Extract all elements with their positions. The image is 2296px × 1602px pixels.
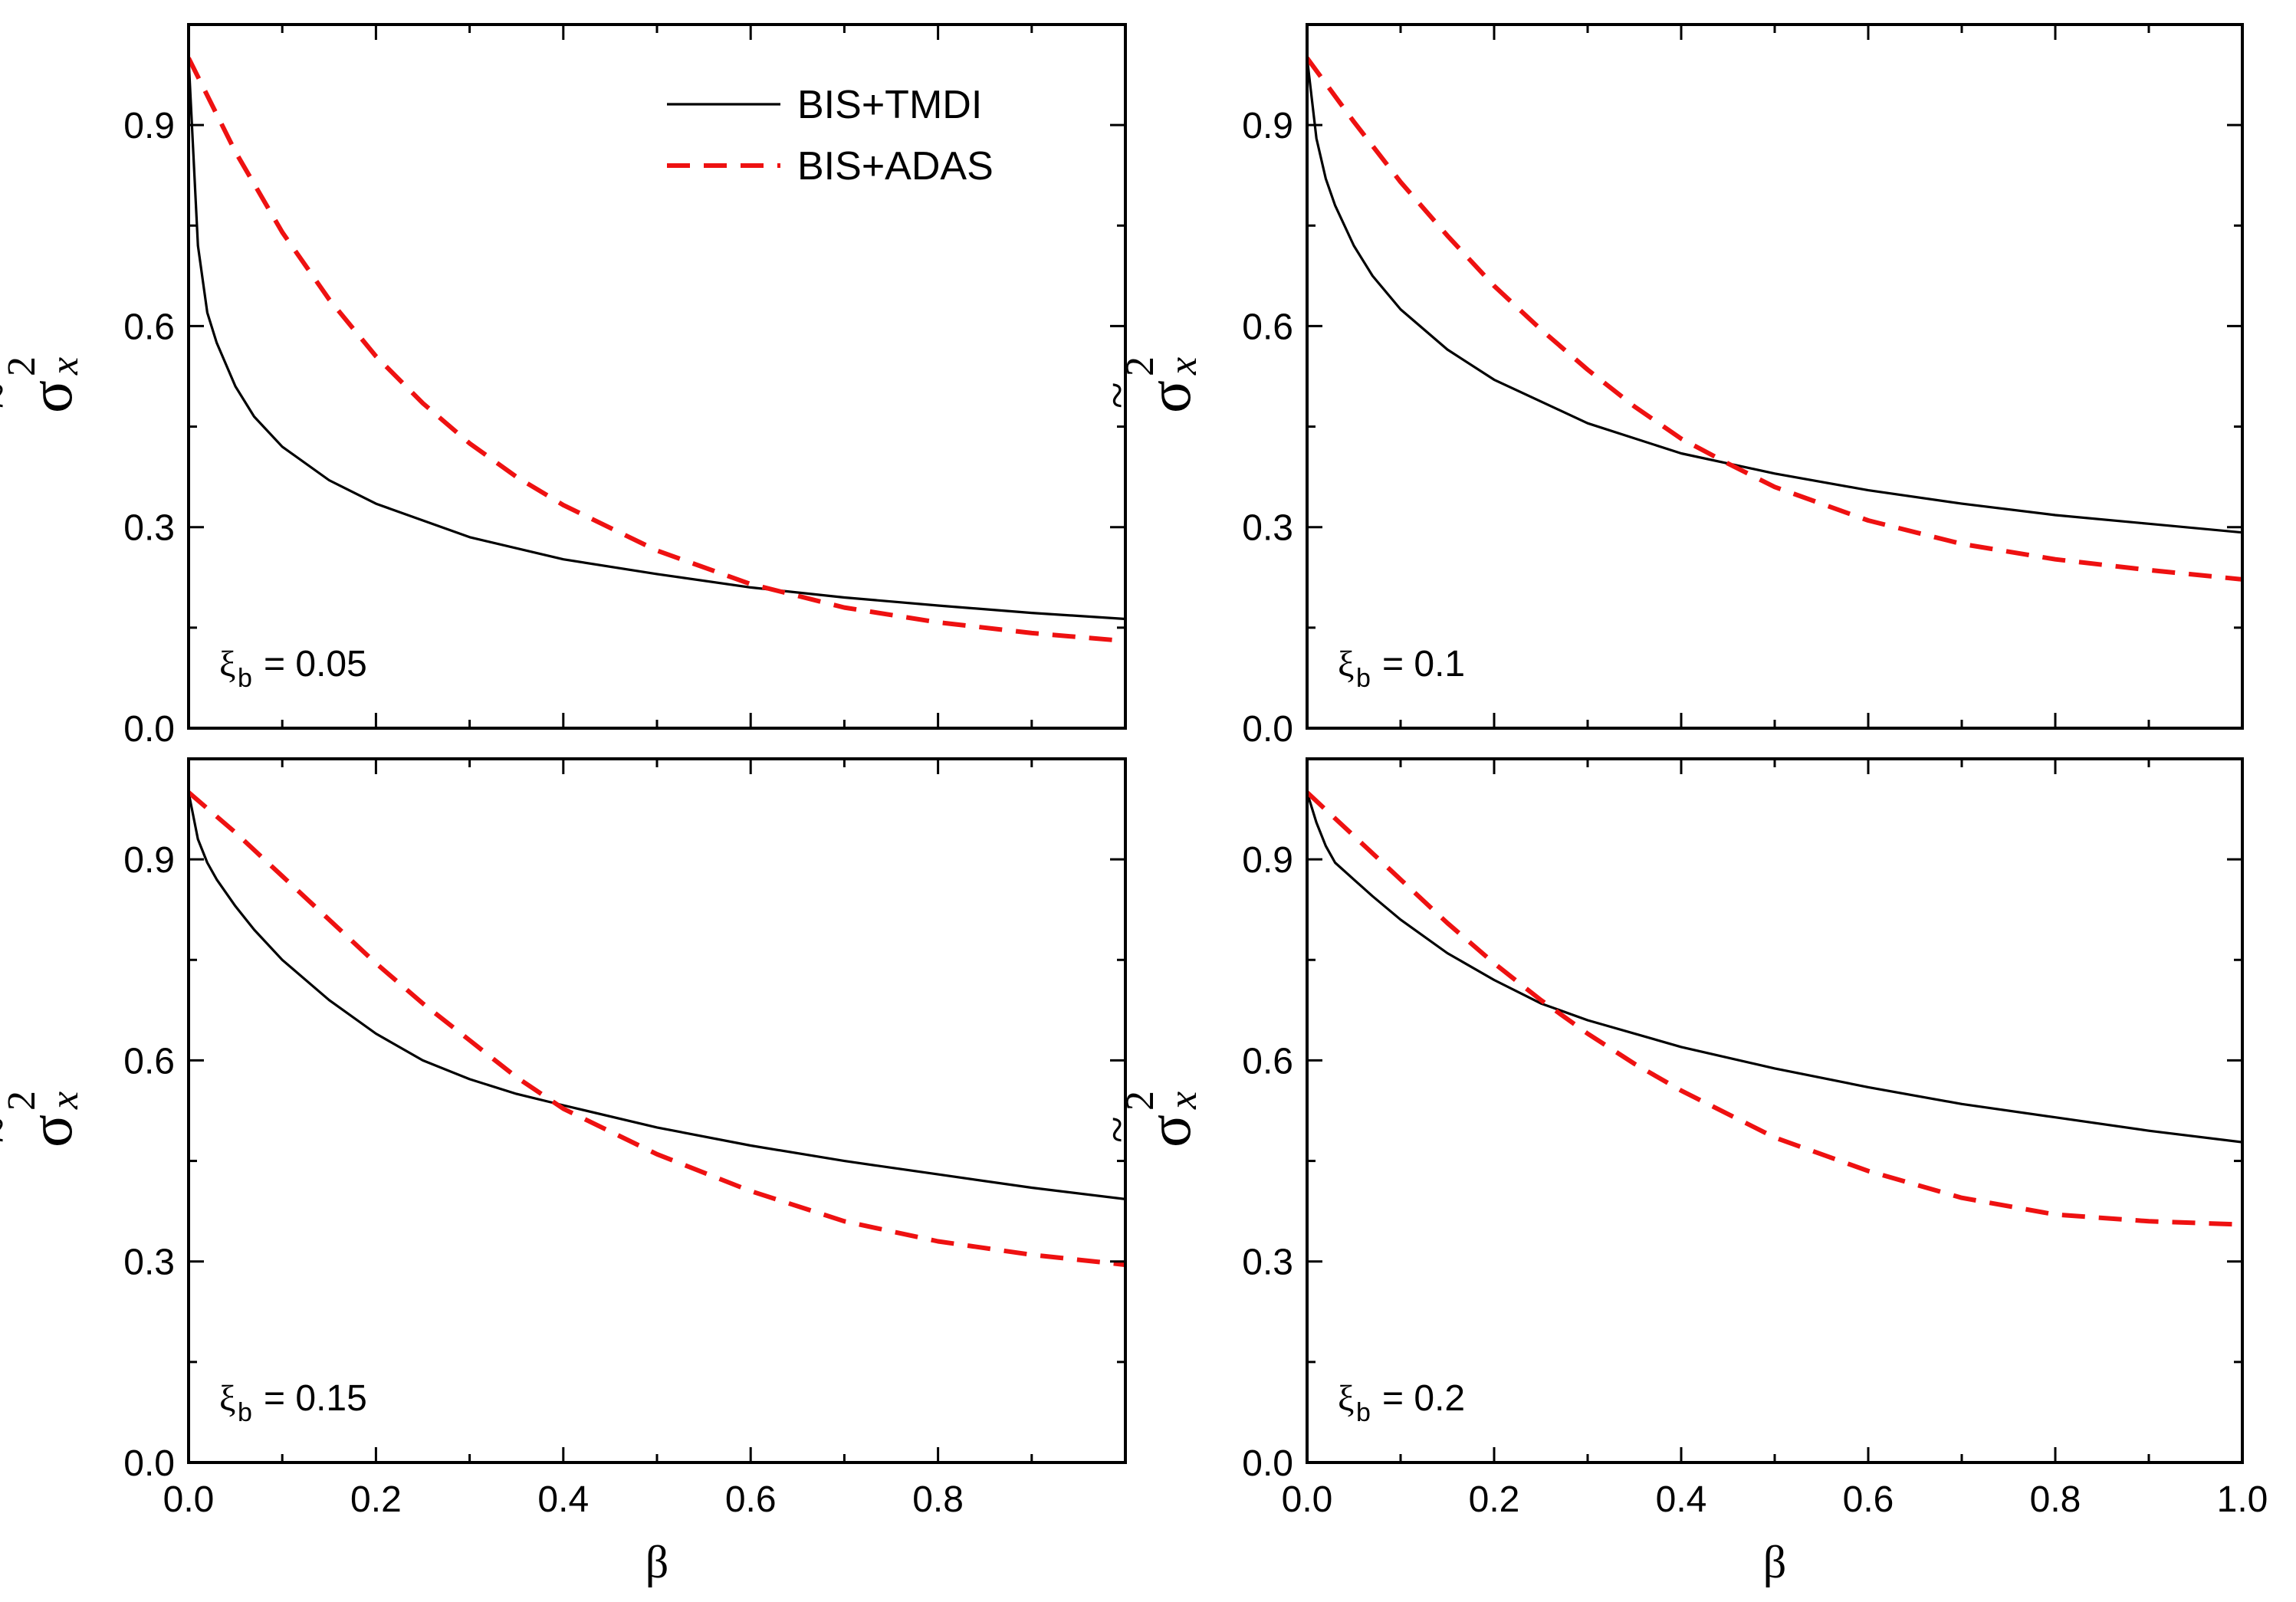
annotation-symbol: ξ	[1338, 644, 1354, 684]
plot-frame	[187, 757, 1127, 1464]
plot-frame	[187, 23, 1127, 730]
y-axis-label-sup: 2	[1118, 1091, 1162, 1111]
annotation-symbol: ξ	[1338, 1378, 1354, 1419]
annotation-subscript: b	[238, 1398, 252, 1427]
x-tick-label: 0.8	[2030, 1479, 2081, 1520]
legend-label: BIS+TMDI	[797, 83, 982, 127]
y-axis-label-sup: 2	[0, 356, 44, 376]
legend: BIS+TMDI BIS+ADAS	[667, 83, 994, 189]
y-axis-label-sup: 2	[1118, 356, 1162, 376]
x-tick-label: 0.0	[1282, 1479, 1333, 1520]
y-axis-label-tilde: ~	[1089, 382, 1144, 409]
y-tick-label: 0.0	[1242, 1443, 1293, 1484]
y-tick-label: 0.9	[123, 840, 175, 881]
series-line-bis-adas	[189, 790, 1125, 1268]
annotation-subscript: b	[238, 664, 252, 693]
y-axis-label-sub: x	[43, 357, 87, 376]
annotation-value: = 0.1	[1382, 644, 1465, 684]
panel-annotation: ξ b = 0.15	[219, 1378, 367, 1427]
y-axis-label-tilde: ~	[1089, 1116, 1144, 1143]
y-axis-label-symbol: σ	[18, 380, 85, 413]
y-axis-label-symbol: σ	[18, 1115, 85, 1147]
y-tick-label: 0.0	[123, 1443, 175, 1484]
y-tick-label: 0.6	[1242, 1041, 1293, 1082]
series-line-bis-tmdi	[189, 57, 1125, 621]
x-tick-label: 0.6	[1843, 1479, 1894, 1520]
y-tick-label: 0.6	[123, 307, 175, 347]
x-tick-label: 0.4	[1656, 1479, 1707, 1520]
annotation-value: = 0.15	[264, 1378, 367, 1419]
annotation-symbol: ξ	[219, 644, 235, 684]
chart-panel-3: 0.0 0.3 0.6 0.9 0.0 0.2 0.4 0.6 0.8 β ~σ 2x ξb = 0.15	[0, 757, 1127, 1587]
panel-annotation: ξ b = 0.05	[219, 644, 367, 693]
y-tick-label: 0.9	[1242, 106, 1293, 146]
x-tick-label: 0.0	[163, 1479, 215, 1520]
x-tick-label: 0.4	[537, 1479, 589, 1520]
plot-frame	[1306, 23, 2244, 730]
y-tick-label: 0.3	[1242, 508, 1293, 549]
x-tick-label: 1.0	[2217, 1479, 2268, 1520]
y-tick-label: 0.9	[123, 106, 175, 146]
annotation-subscript: b	[1356, 1398, 1371, 1427]
y-tick-label: 0.3	[123, 1243, 175, 1283]
y-tick-label: 0.0	[123, 709, 175, 750]
y-tick-label: 0.3	[123, 508, 175, 549]
panel-annotation: ξ b = 0.1	[1338, 644, 1465, 693]
panel-annotation: ξ b = 0.2	[1338, 1378, 1465, 1427]
y-axis-label-tilde: ~	[0, 382, 25, 409]
chart-panel-4: 0.0 0.3 0.6 0.9 0.0 0.2 0.4 0.6 0.8 1.0 β ~σ 2 x ξ b = 0…	[1089, 757, 2268, 1587]
x-tick-label: 0.8	[912, 1479, 964, 1520]
y-axis-label-symbol: σ	[1136, 380, 1204, 413]
annotation-value: = 0.2	[1382, 1378, 1465, 1419]
y-tick-label: 0.6	[1242, 307, 1293, 347]
y-axis-label-sup: 2	[0, 1091, 44, 1111]
series-line-bis-tmdi	[189, 792, 1125, 1200]
x-axis-label: β	[1763, 1537, 1787, 1587]
x-tick-label: 0.6	[725, 1479, 777, 1520]
y-tick-label: 0.0	[1242, 709, 1293, 750]
y-tick-label: 0.9	[1242, 840, 1293, 881]
y-axis-label-sub: x	[1161, 357, 1205, 376]
annotation-symbol: ξ	[219, 1378, 235, 1419]
x-tick-label: 0.2	[1469, 1479, 1520, 1520]
y-axis-label: ~σ 2x	[0, 356, 87, 413]
y-tick-label: 0.3	[1242, 1243, 1293, 1283]
series-line-bis-tmdi	[1307, 792, 2242, 1144]
annotation-value: = 0.05	[264, 644, 367, 684]
y-tick-label: 0.6	[123, 1041, 175, 1082]
annotation-subscript: b	[1356, 664, 1371, 693]
chart-panel-1: 0.0 0.3 0.6 0.9 ~σ 2x ξb = 0.05	[0, 23, 1127, 750]
chart-panel-2: 0.0 0.3 0.6 0.9 ~σ 2 x ξ b = 0.1	[1089, 23, 2244, 750]
legend-label: BIS+ADAS	[797, 144, 994, 189]
series-line-bis-adas	[1307, 790, 2242, 1227]
y-axis-label-sub: x	[1161, 1092, 1205, 1110]
y-axis-label-tilde: ~	[0, 1116, 25, 1143]
x-tick-label: 0.2	[350, 1479, 402, 1520]
series-line-bis-adas	[1307, 56, 2242, 582]
series-line-bis-tmdi	[1307, 57, 2242, 534]
plot-frame	[1306, 757, 2244, 1464]
series-line-bis-adas	[189, 57, 1125, 644]
y-axis-label: ~σ 2x	[0, 1091, 87, 1147]
y-axis-label-sub: x	[43, 1092, 87, 1110]
y-axis-label-symbol: σ	[1136, 1115, 1204, 1147]
x-axis-label: β	[645, 1537, 669, 1587]
